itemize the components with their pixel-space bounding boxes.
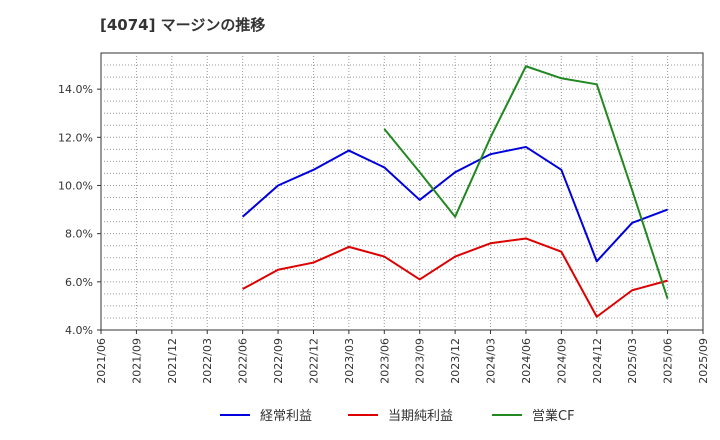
y-tick-label: 12.0%: [58, 131, 93, 144]
plot-area: [100, 52, 704, 331]
x-tick-label: 2023/06: [378, 338, 391, 384]
legend-label: 当期純利益: [388, 409, 453, 424]
x-tick-label: 2023/12: [449, 338, 462, 384]
y-tick-label: 14.0%: [58, 83, 93, 96]
series-lines: [241, 65, 669, 318]
legend: 経常利益 当期純利益 営業CF: [220, 408, 575, 424]
y-tick-label: 6.0%: [65, 276, 93, 289]
x-tick-label: 2022/03: [201, 338, 214, 384]
x-tick-label: 2022/06: [237, 338, 250, 384]
series-line: [241, 145, 668, 263]
x-tick-label: 2021/09: [130, 338, 143, 384]
y-tick-label: 10.0%: [58, 179, 93, 192]
x-tick-label: 2021/06: [95, 338, 108, 384]
x-tick-label: 2025/03: [626, 338, 639, 384]
x-axis: 2021/06 2021/09 2021/12 2022/03 2022/06 2022/…: [95, 330, 710, 384]
x-tick-label: 2022/09: [272, 338, 285, 384]
chart-title: [4074] マージンの推移: [100, 16, 265, 34]
x-tick-label: 2023/03: [343, 338, 356, 384]
x-tick-label: 2021/12: [166, 338, 179, 384]
legend-label: 経常利益: [260, 409, 312, 424]
y-tick-label: 4.0%: [65, 324, 93, 337]
x-tick-label: 2025/09: [697, 338, 710, 384]
x-tick-label: 2024/06: [520, 338, 533, 384]
grid-lines: [101, 53, 703, 330]
x-tick-label: 2025/06: [662, 338, 675, 384]
y-tick-label: 8.0%: [65, 228, 93, 241]
legend-label: 営業CF: [532, 408, 575, 424]
x-tick-label: 2024/09: [555, 338, 568, 384]
x-tick-label: 2024/12: [591, 338, 604, 384]
x-tick-label: 2024/03: [485, 338, 498, 384]
series-line: [242, 237, 668, 318]
x-tick-label: 2023/09: [414, 338, 427, 384]
y-axis: 4.0% 6.0% 8.0% 10.0% 12.0% 14.0%: [58, 83, 101, 337]
series-line: [383, 65, 669, 300]
x-tick-label: 2022/12: [307, 338, 320, 384]
